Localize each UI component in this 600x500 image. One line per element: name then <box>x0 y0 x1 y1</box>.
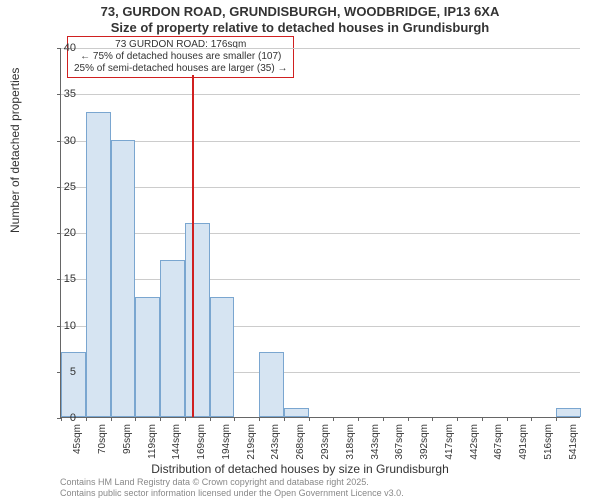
x-tick-label: 467sqm <box>493 424 504 464</box>
x-tick-mark <box>333 417 334 421</box>
x-tick-label: 318sqm <box>345 424 356 464</box>
x-tick-label: 45sqm <box>72 424 83 464</box>
histogram-bar <box>111 140 136 418</box>
x-tick-mark <box>86 417 87 421</box>
x-tick-label: 541sqm <box>568 424 579 464</box>
y-tick-label: 40 <box>46 42 76 54</box>
x-tick-mark <box>432 417 433 421</box>
x-tick-mark <box>160 417 161 421</box>
x-tick-label: 442sqm <box>469 424 480 464</box>
callout-box: 73 GURDON ROAD: 176sqm ← 75% of detached… <box>67 36 294 78</box>
grid-line <box>61 141 580 142</box>
title-line-1: 73, GURDON ROAD, GRUNDISBURGH, WOODBRIDG… <box>0 4 600 20</box>
histogram-bar <box>160 260 185 417</box>
x-tick-label: 95sqm <box>122 424 133 464</box>
y-tick-label: 30 <box>46 135 76 147</box>
x-tick-label: 516sqm <box>543 424 554 464</box>
x-tick-mark <box>358 417 359 421</box>
x-tick-label: 367sqm <box>394 424 405 464</box>
x-tick-label: 268sqm <box>295 424 306 464</box>
y-tick-label: 5 <box>46 366 76 378</box>
x-tick-label: 491sqm <box>518 424 529 464</box>
histogram-bar <box>86 112 111 417</box>
x-tick-label: 343sqm <box>370 424 381 464</box>
x-tick-label: 144sqm <box>171 424 182 464</box>
x-tick-mark <box>185 417 186 421</box>
plot-area: 73 GURDON ROAD: 176sqm ← 75% of detached… <box>60 48 580 418</box>
x-tick-mark <box>556 417 557 421</box>
y-tick-label: 10 <box>46 320 76 332</box>
grid-line <box>61 48 580 49</box>
title-line-2: Size of property relative to detached ho… <box>0 20 600 36</box>
chart-title: 73, GURDON ROAD, GRUNDISBURGH, WOODBRIDG… <box>0 4 600 37</box>
grid-line <box>61 233 580 234</box>
x-tick-label: 194sqm <box>221 424 232 464</box>
grid-line <box>61 187 580 188</box>
y-tick-label: 35 <box>46 88 76 100</box>
grid-line <box>61 94 580 95</box>
x-tick-mark <box>383 417 384 421</box>
x-tick-mark <box>457 417 458 421</box>
x-tick-label: 70sqm <box>97 424 108 464</box>
y-tick-label: 0 <box>46 412 76 424</box>
attribution-line-1: Contains HM Land Registry data © Crown c… <box>60 477 404 487</box>
x-tick-mark <box>259 417 260 421</box>
y-tick-label: 15 <box>46 273 76 285</box>
x-tick-mark <box>135 417 136 421</box>
histogram-bar <box>259 352 284 417</box>
x-tick-label: 219sqm <box>246 424 257 464</box>
x-tick-mark <box>531 417 532 421</box>
attribution: Contains HM Land Registry data © Crown c… <box>60 477 404 498</box>
histogram-bar <box>135 297 160 417</box>
x-tick-mark <box>507 417 508 421</box>
reference-line <box>192 75 194 417</box>
x-tick-label: 119sqm <box>147 424 158 464</box>
y-axis-label: Number of detached properties <box>8 68 22 233</box>
x-tick-mark <box>408 417 409 421</box>
x-tick-mark <box>234 417 235 421</box>
histogram-bar <box>185 223 210 417</box>
histogram-bar <box>284 408 309 417</box>
callout-line-2: ← 75% of detached houses are smaller (10… <box>74 51 287 63</box>
x-tick-mark <box>111 417 112 421</box>
x-tick-label: 417sqm <box>444 424 455 464</box>
y-tick-label: 20 <box>46 227 76 239</box>
callout-line-3: 25% of semi-detached houses are larger (… <box>74 63 287 75</box>
chart-container: 73, GURDON ROAD, GRUNDISBURGH, WOODBRIDG… <box>0 0 600 500</box>
x-tick-mark <box>309 417 310 421</box>
histogram-bar <box>61 352 86 417</box>
x-tick-label: 169sqm <box>196 424 207 464</box>
x-axis-label: Distribution of detached houses by size … <box>0 462 600 476</box>
x-tick-mark <box>284 417 285 421</box>
histogram-bar <box>556 408 581 417</box>
x-tick-mark <box>210 417 211 421</box>
y-tick-label: 25 <box>46 181 76 193</box>
x-tick-mark <box>482 417 483 421</box>
x-tick-label: 293sqm <box>320 424 331 464</box>
attribution-line-2: Contains public sector information licen… <box>60 488 404 498</box>
x-tick-label: 392sqm <box>419 424 430 464</box>
grid-line <box>61 279 580 280</box>
x-tick-label: 243sqm <box>270 424 281 464</box>
histogram-bar <box>210 297 235 417</box>
